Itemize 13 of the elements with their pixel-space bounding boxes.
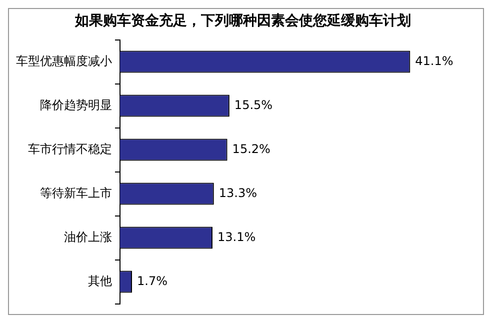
data-label: 1.7% [137, 274, 168, 288]
data-label: 41.1% [415, 54, 454, 68]
y-tick-label: 其他 [88, 274, 112, 288]
chart-title: 如果购车资金充足，下列哪种因素会使您延缓购车计划 [74, 12, 411, 30]
data-label: 13.3% [218, 186, 258, 200]
data-label: 15.2% [232, 142, 270, 156]
y-tick-label: 油价上涨 [64, 230, 112, 244]
data-label: 13.1% [217, 230, 256, 244]
y-tick-label: 车市行情不稳定 [28, 142, 112, 156]
y-tick-label: 车型优惠幅度减小 [16, 54, 112, 68]
y-tick-label: 等待新车上市 [40, 186, 112, 200]
data-label: 15.5% [234, 98, 273, 112]
y-tick-label: 降价趋势明显 [40, 98, 112, 112]
